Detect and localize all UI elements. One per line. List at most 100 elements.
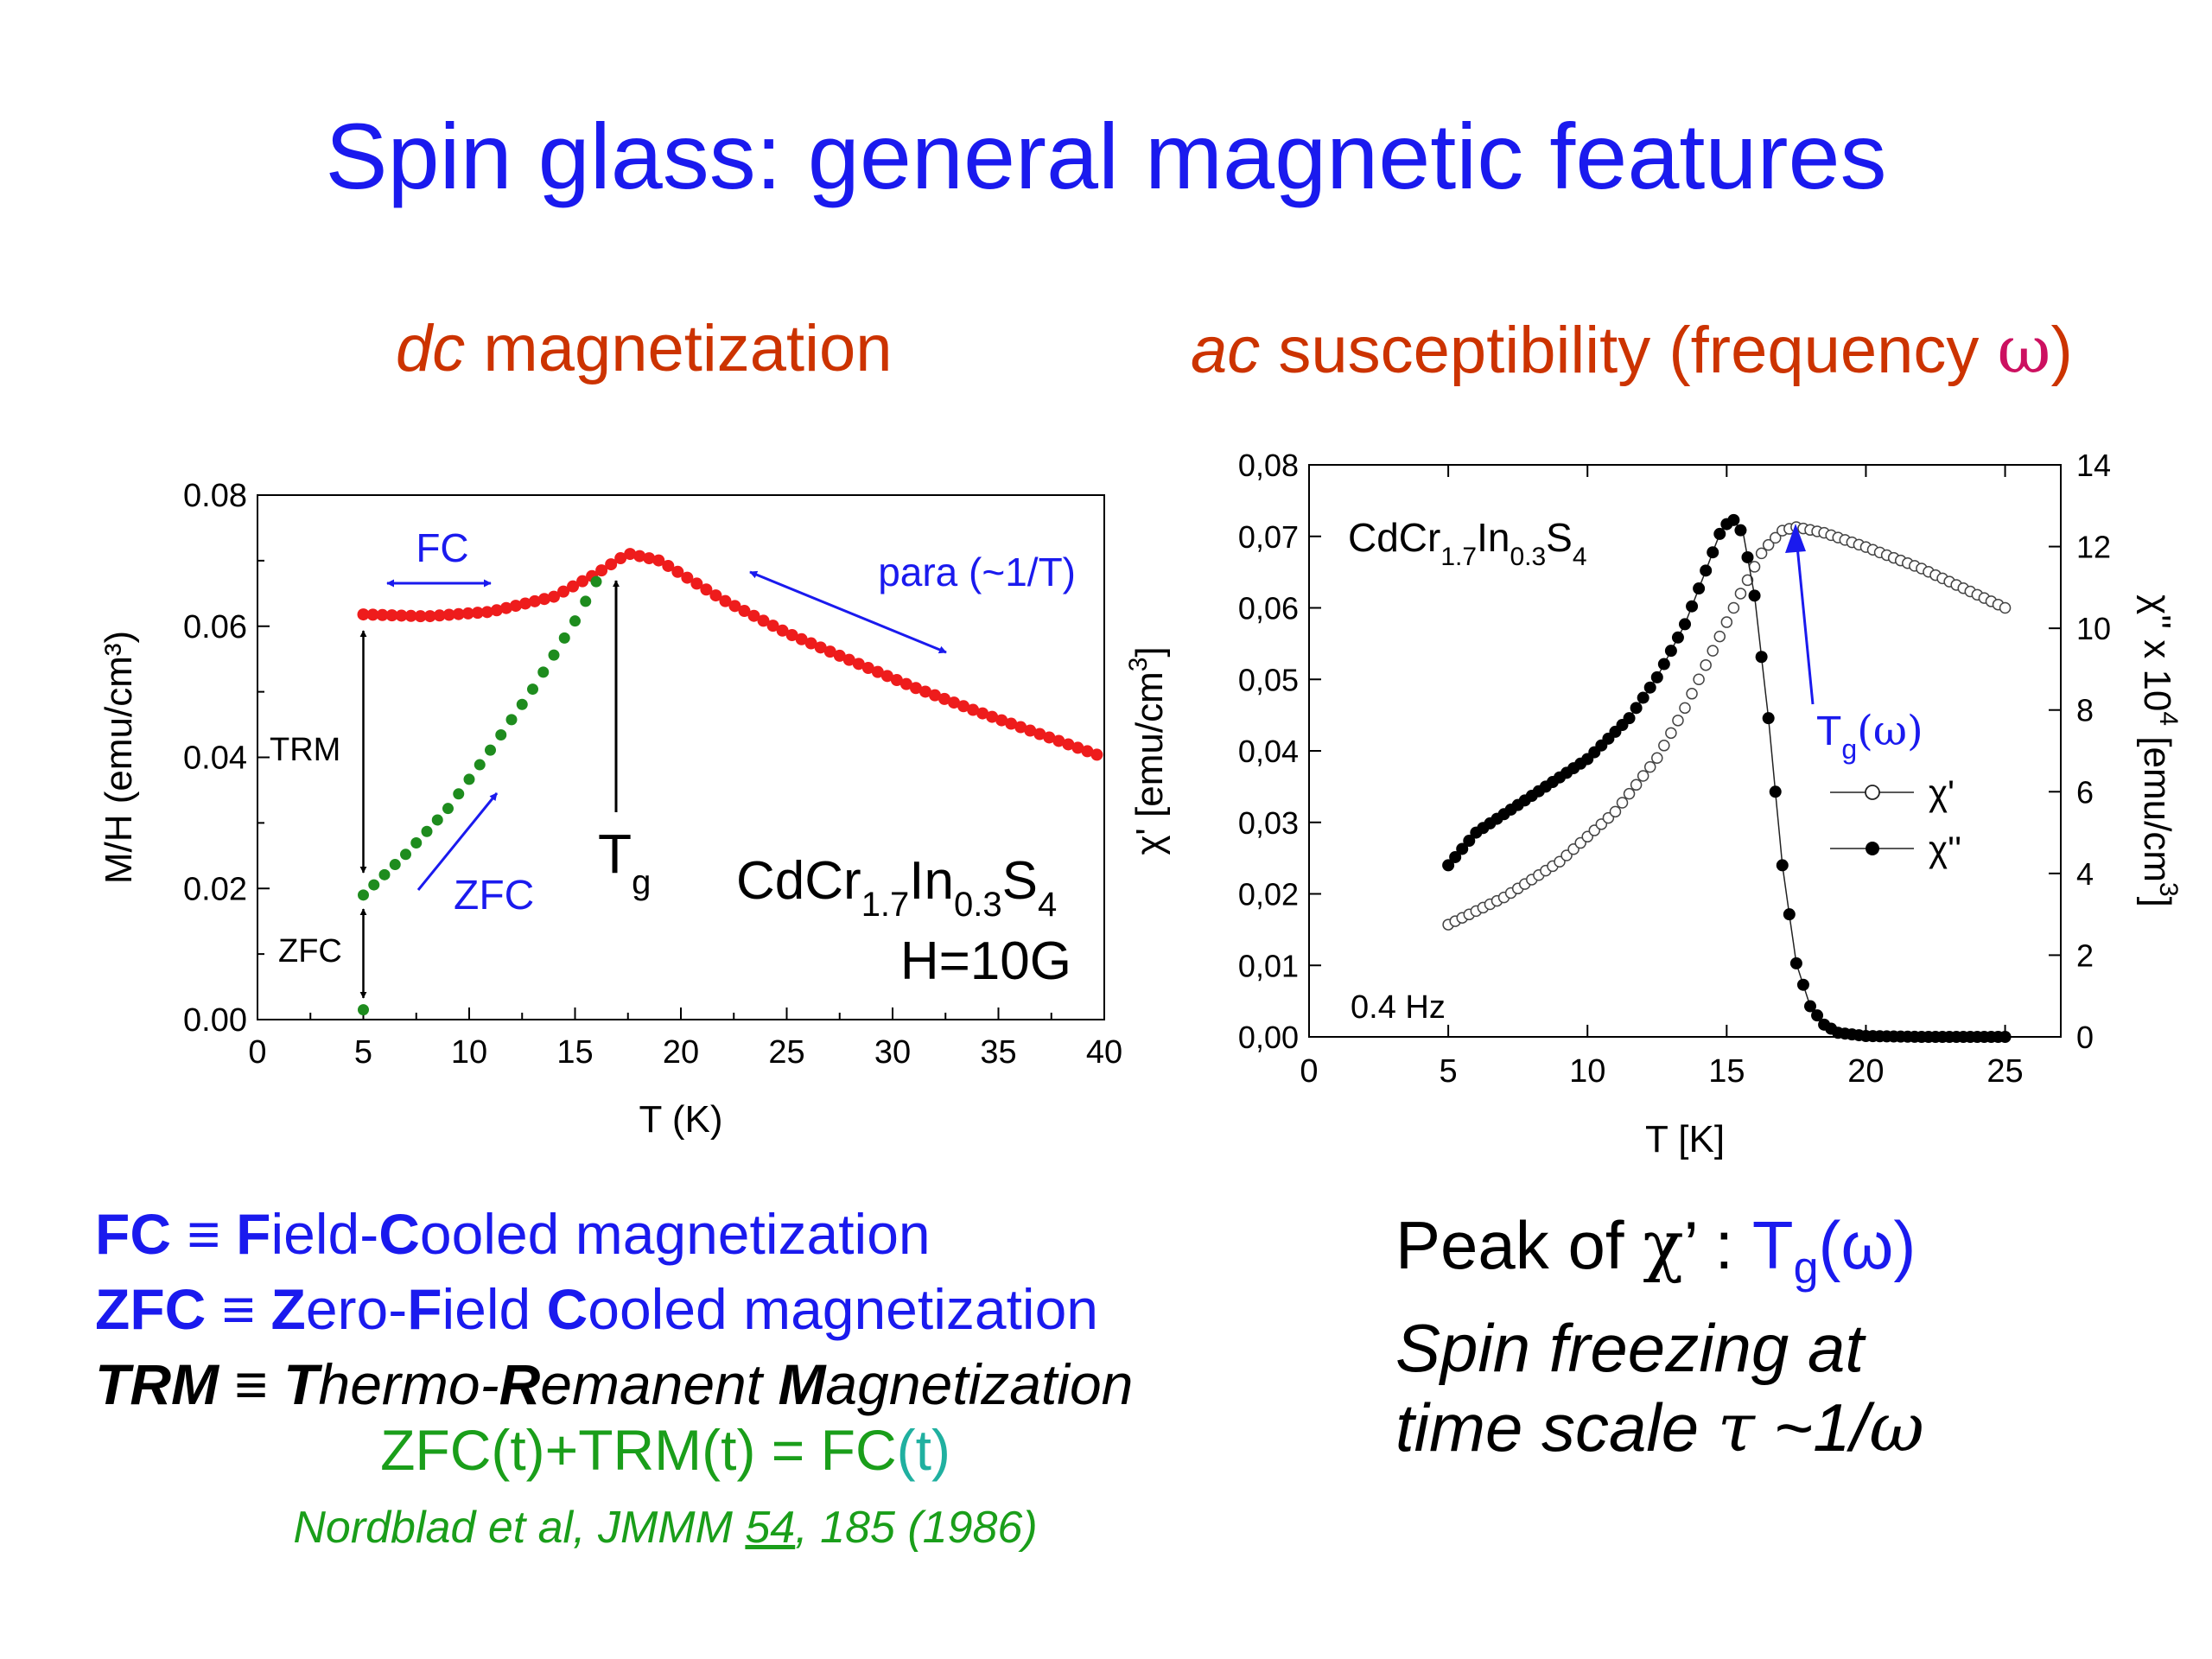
zfc-point — [442, 803, 454, 815]
definition-abbr: FC — [95, 1202, 171, 1266]
x-axis-label: T [K] — [1645, 1118, 1725, 1160]
fc-point — [376, 608, 389, 621]
chi2-point — [1449, 850, 1462, 863]
zfc-point — [548, 649, 560, 661]
fc-point — [967, 703, 980, 716]
x-axis-label: T (K) — [639, 1098, 723, 1141]
chi2-point — [1762, 712, 1775, 725]
fc-point — [681, 571, 694, 584]
x-tick-label: 15 — [1708, 1053, 1745, 1090]
legend-chi1-marker — [1865, 785, 1880, 800]
chi2-point — [1463, 835, 1476, 848]
fc-point — [995, 714, 1008, 727]
fc-point — [576, 575, 589, 588]
fc-point — [1052, 734, 1065, 747]
chi2-point — [1664, 645, 1677, 658]
fc-point — [537, 593, 550, 606]
y-tick-label: 0,00 — [1238, 1020, 1299, 1055]
chi2-point — [1456, 842, 1469, 855]
fc-point — [700, 583, 713, 596]
chi1-point — [1999, 601, 2012, 614]
fc-point — [929, 689, 941, 702]
y2-tick-label: 8 — [2076, 693, 2094, 728]
x-tick-label: 30 — [874, 1034, 911, 1071]
zfc-point — [495, 729, 507, 741]
x-tick-label: 25 — [1986, 1053, 2023, 1090]
fc-point — [385, 609, 398, 622]
relation-equation: ZFC(t)+TRM(t) = FC(t) — [380, 1418, 950, 1482]
chi1-point — [1734, 588, 1747, 600]
definition-zfc: ZFC ≡ Zero-Field Cooled magnetization — [95, 1277, 1099, 1341]
zfc-point — [474, 759, 486, 771]
zfc-point — [421, 825, 433, 837]
y2-tick-label: 6 — [2076, 774, 2094, 810]
fc-point — [404, 609, 417, 622]
fc-point — [509, 600, 522, 613]
fc-point — [899, 677, 912, 690]
chi1-point — [1707, 645, 1719, 657]
y-tick-label: 0,06 — [1238, 591, 1299, 626]
right-subtitle: ac susceptibility (frequency ω) — [1191, 311, 2073, 388]
x-tick-label: 15 — [556, 1034, 593, 1071]
zfc-point — [453, 788, 465, 800]
chi1-point — [1637, 770, 1649, 782]
legend-chi1-label: χ' — [1929, 772, 1955, 813]
chi2-point — [1679, 618, 1691, 631]
fc-point — [357, 608, 370, 621]
fc-label: FC — [416, 525, 468, 570]
y2-tick-label: 0 — [2076, 1020, 2094, 1055]
reference-citation: Nordblad et al, JMMM 54, 185 (1986) — [293, 1503, 1038, 1553]
tg-arrow-line — [1795, 537, 1815, 705]
fc-point — [624, 548, 637, 561]
chi1-point — [1693, 673, 1705, 685]
fc-point — [880, 670, 893, 683]
y-tick-label: 0,02 — [1238, 877, 1299, 912]
chi1-point — [1672, 715, 1684, 727]
fc-point — [719, 594, 732, 607]
zfc-point — [527, 683, 538, 696]
fc-point — [1071, 741, 1084, 754]
chi2-point — [1789, 957, 1802, 969]
fc-point — [690, 577, 703, 590]
y2-tick-label: 10 — [2076, 611, 2111, 646]
chi2-point — [1769, 785, 1782, 798]
peak-line-1: Peak of χ’ : Tg(ω) — [1395, 1207, 1916, 1294]
fc-point — [1014, 721, 1027, 734]
definition-abbr: TRM — [95, 1352, 219, 1416]
fc-point — [652, 554, 665, 567]
chi2-point — [1999, 1031, 2012, 1043]
fc-point — [671, 565, 684, 578]
peak-line-3: time scale τ ~1/ω — [1395, 1389, 1924, 1467]
y-tick-label: 0,03 — [1238, 805, 1299, 841]
zfc-point — [358, 889, 369, 901]
chi2-point — [1637, 691, 1649, 704]
chi1-point — [1679, 702, 1691, 715]
fc-point — [948, 696, 961, 709]
fc-point — [518, 597, 531, 610]
fc-point — [938, 692, 951, 705]
legend-chi2-label: χ'' — [1929, 829, 1961, 869]
chi1-point — [1609, 805, 1622, 818]
y-tick-label: 0.04 — [183, 741, 247, 777]
definition-trm: TRM ≡ Thermo-Remanent Magnetization — [95, 1352, 1134, 1416]
chi2-point — [1650, 671, 1663, 683]
fc-point — [871, 665, 884, 678]
peak-note: Peak of χ’ : Tg(ω) Spin freezing at time… — [1395, 1205, 1924, 1468]
x-tick-label: 20 — [663, 1034, 699, 1071]
para-label: para (~1/T) — [878, 550, 1076, 594]
chi2-point — [1734, 524, 1747, 537]
y2-tick-label: 4 — [2076, 856, 2094, 892]
zfc-small-label: ZFC — [278, 933, 342, 969]
zfc-point — [368, 879, 380, 891]
y-tick-label: 0,01 — [1238, 948, 1299, 983]
chi2-point — [1796, 978, 1809, 991]
fc-point — [918, 685, 931, 698]
fc-point — [1062, 738, 1075, 751]
fc-point — [986, 710, 999, 723]
zfc-point — [537, 666, 550, 678]
fc-point — [452, 607, 465, 620]
chi2-point — [1630, 702, 1643, 715]
chi2-point — [1707, 546, 1719, 559]
